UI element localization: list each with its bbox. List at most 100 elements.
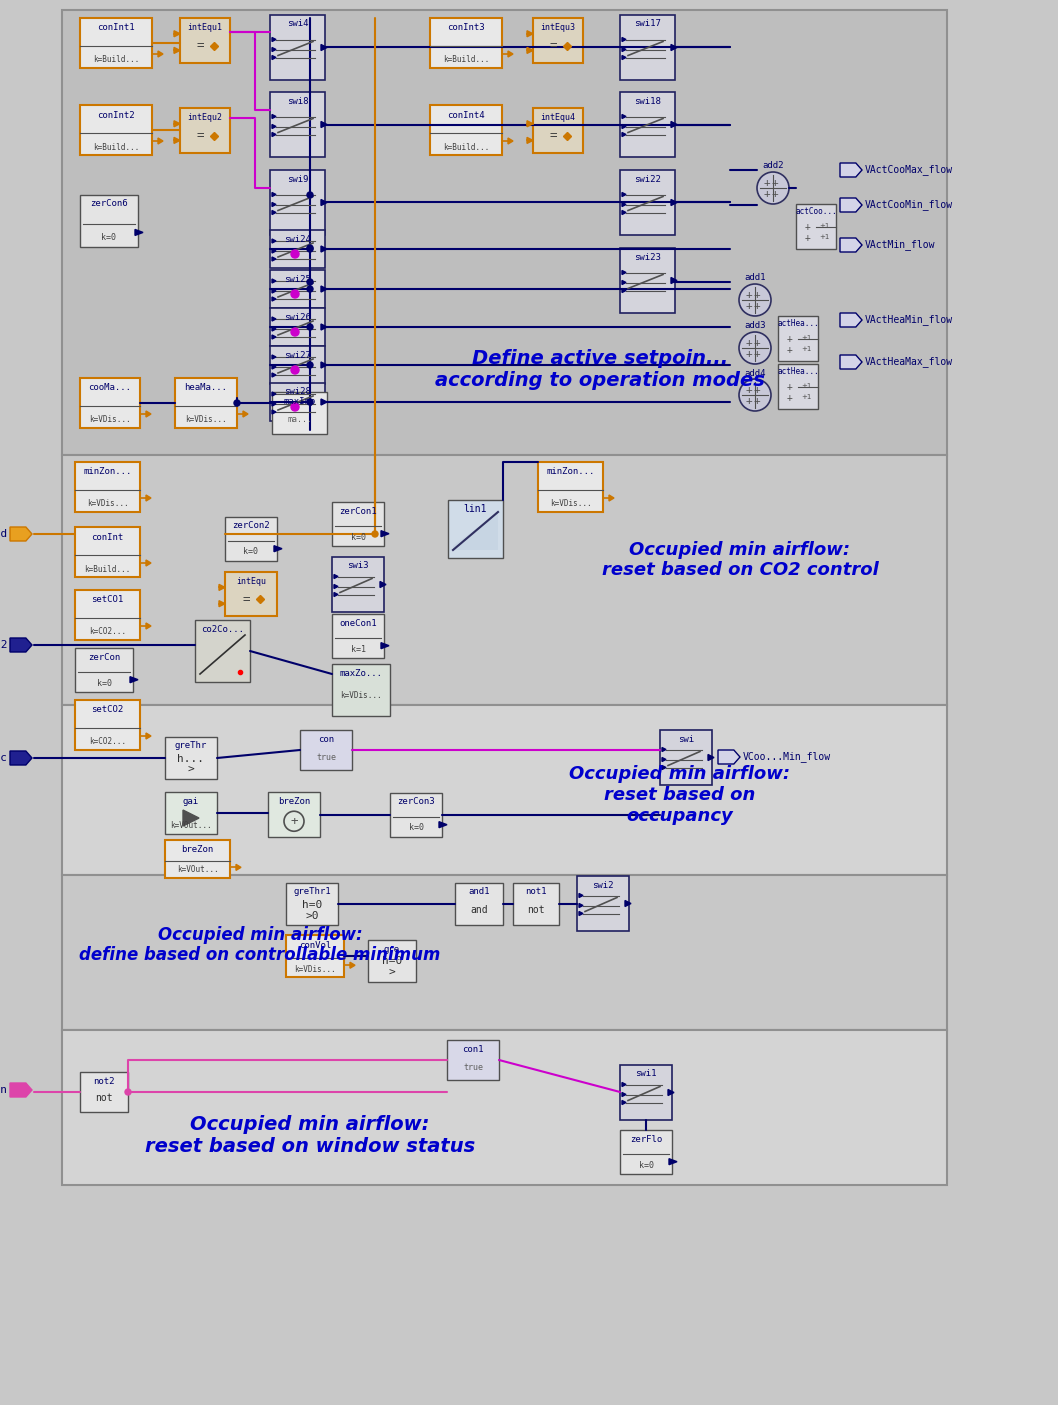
Polygon shape	[174, 138, 180, 143]
Polygon shape	[622, 288, 626, 292]
Text: +: +	[805, 233, 810, 243]
Text: oneCon1: oneCon1	[340, 618, 377, 628]
Polygon shape	[321, 121, 327, 128]
Bar	[225, 517, 277, 561]
Text: uWin: uWin	[0, 1085, 7, 1094]
Bar	[270, 270, 325, 308]
Polygon shape	[381, 642, 389, 649]
Polygon shape	[10, 638, 32, 652]
Polygon shape	[10, 527, 32, 541]
Bar	[165, 738, 217, 778]
Text: h=0
>0: h=0 >0	[302, 899, 322, 922]
Bar	[270, 230, 325, 268]
Text: swi25: swi25	[284, 274, 311, 284]
Circle shape	[291, 403, 299, 412]
Bar	[80, 378, 140, 429]
Bar	[62, 875, 947, 1030]
Bar	[272, 392, 327, 434]
Polygon shape	[671, 200, 677, 205]
Text: swi4: swi4	[287, 20, 308, 28]
Text: k=VDis...: k=VDis...	[87, 500, 128, 509]
Text: h...
>: h... >	[178, 753, 204, 776]
Polygon shape	[272, 125, 276, 128]
Circle shape	[307, 192, 313, 198]
Bar	[446, 1040, 499, 1080]
Text: +1: +1	[801, 382, 811, 389]
Text: k=0: k=0	[96, 679, 111, 687]
Text: +: +	[753, 385, 761, 395]
Text: conInt2: conInt2	[97, 111, 134, 119]
Bar	[270, 384, 325, 422]
Polygon shape	[272, 192, 276, 197]
Bar	[62, 1030, 947, 1184]
Text: maxInp: maxInp	[284, 396, 315, 406]
Bar	[300, 731, 352, 770]
Text: +: +	[753, 301, 761, 311]
Polygon shape	[146, 495, 151, 502]
Bar	[577, 875, 630, 932]
Bar	[270, 346, 325, 384]
Polygon shape	[334, 584, 338, 589]
Polygon shape	[272, 327, 276, 332]
Text: k=Build...: k=Build...	[443, 142, 489, 152]
Polygon shape	[272, 56, 276, 59]
Bar	[270, 91, 325, 157]
Text: +: +	[787, 393, 792, 403]
Text: +: +	[753, 396, 761, 406]
Bar	[270, 15, 325, 80]
Polygon shape	[622, 56, 626, 59]
Polygon shape	[622, 192, 626, 197]
Polygon shape	[272, 249, 276, 253]
Circle shape	[125, 1089, 131, 1094]
Polygon shape	[321, 325, 327, 330]
Polygon shape	[622, 281, 626, 284]
Text: k=0: k=0	[638, 1161, 654, 1169]
Polygon shape	[321, 200, 327, 205]
Polygon shape	[174, 121, 180, 126]
Bar	[513, 882, 559, 924]
Text: +1: +1	[801, 393, 811, 400]
Bar	[286, 934, 344, 976]
Polygon shape	[579, 912, 583, 916]
Circle shape	[307, 244, 313, 251]
Text: k=Build...: k=Build...	[93, 142, 139, 152]
Polygon shape	[272, 296, 276, 301]
Text: +: +	[771, 178, 779, 188]
Text: Occupied min airflow:
reset based on
occupancy: Occupied min airflow: reset based on occ…	[569, 766, 790, 825]
Polygon shape	[840, 355, 862, 370]
Polygon shape	[671, 45, 677, 51]
Polygon shape	[527, 31, 533, 37]
Text: swi23: swi23	[634, 253, 661, 261]
Text: breZon: breZon	[278, 797, 310, 805]
Polygon shape	[272, 211, 276, 215]
Polygon shape	[334, 593, 338, 597]
Bar	[778, 364, 818, 409]
Text: k=Build...: k=Build...	[85, 565, 130, 573]
Polygon shape	[321, 362, 327, 368]
Circle shape	[372, 531, 378, 537]
Text: +: +	[746, 301, 752, 311]
Polygon shape	[272, 392, 276, 396]
Circle shape	[307, 287, 313, 292]
Circle shape	[234, 400, 240, 406]
Text: not2: not2	[93, 1076, 114, 1086]
Text: swi27: swi27	[284, 350, 311, 360]
Polygon shape	[622, 1082, 626, 1086]
Polygon shape	[609, 495, 614, 502]
Polygon shape	[321, 45, 327, 51]
Text: conVol: conVol	[298, 940, 331, 950]
Polygon shape	[527, 121, 533, 126]
Text: not: not	[95, 1093, 113, 1103]
Text: VActCooMin_flow: VActCooMin_flow	[865, 200, 953, 211]
Bar	[390, 792, 442, 837]
Circle shape	[758, 171, 789, 204]
Text: actHea...: actHea...	[778, 368, 819, 377]
Text: maxZo...: maxZo...	[340, 669, 383, 677]
Polygon shape	[671, 278, 677, 284]
Text: swi: swi	[678, 735, 694, 743]
Text: gre: gre	[384, 944, 400, 954]
Text: k=CO2...: k=CO2...	[89, 738, 126, 746]
Polygon shape	[350, 962, 355, 968]
Polygon shape	[272, 202, 276, 207]
Polygon shape	[146, 561, 151, 566]
